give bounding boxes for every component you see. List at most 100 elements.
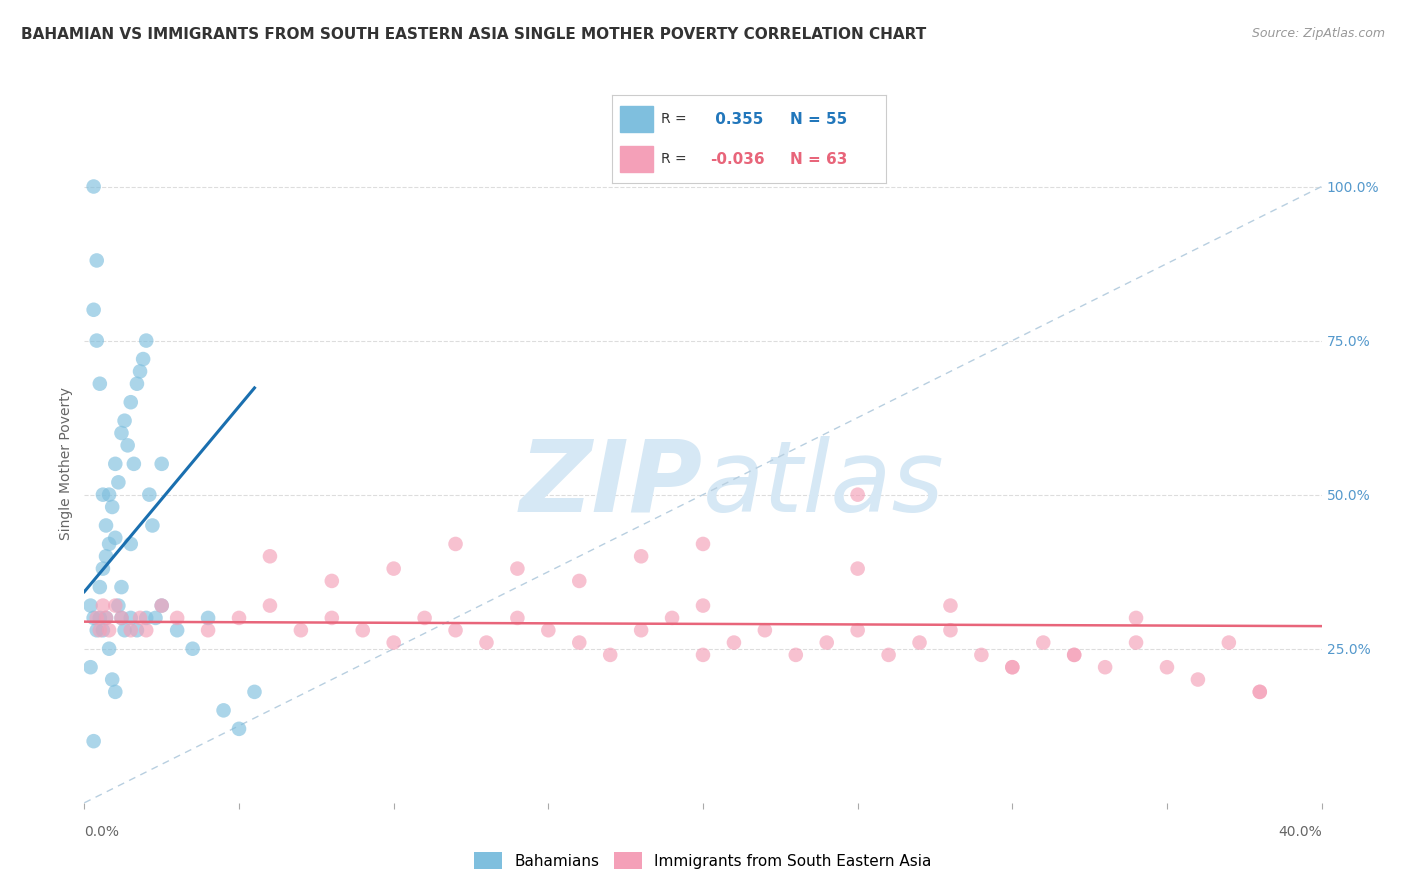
Legend: Bahamians, Immigrants from South Eastern Asia: Bahamians, Immigrants from South Eastern… — [468, 846, 938, 875]
Point — [104, 685, 127, 699]
Point — [939, 599, 962, 613]
Point — [94, 611, 117, 625]
Point — [138, 488, 160, 502]
Text: BAHAMIAN VS IMMIGRANTS FROM SOUTH EASTERN ASIA SINGLE MOTHER POVERTY CORRELATION: BAHAMIAN VS IMMIGRANTS FROM SOUTH EASTER… — [21, 27, 927, 42]
Point — [506, 611, 529, 625]
Point — [110, 580, 132, 594]
Point — [228, 722, 250, 736]
Bar — [620, 146, 652, 172]
Point — [1063, 648, 1085, 662]
Text: atlas: atlas — [703, 435, 945, 533]
Point — [86, 624, 108, 638]
Point — [150, 599, 173, 613]
Point — [166, 624, 188, 638]
Point — [723, 635, 745, 649]
Point — [104, 531, 127, 545]
Point — [135, 624, 157, 638]
Point — [382, 635, 405, 649]
Point — [125, 376, 148, 391]
Point — [117, 438, 139, 452]
Text: Source: ZipAtlas.com: Source: ZipAtlas.com — [1251, 27, 1385, 40]
Point — [444, 624, 467, 638]
Point — [321, 611, 343, 625]
Point — [1125, 611, 1147, 625]
Point — [107, 599, 129, 613]
Point — [1001, 660, 1024, 674]
Point — [1094, 660, 1116, 674]
Point — [86, 334, 108, 348]
Point — [1063, 648, 1085, 662]
Point — [98, 624, 121, 638]
Point — [91, 561, 114, 575]
Point — [630, 549, 652, 564]
Point — [89, 376, 111, 391]
Point — [321, 574, 343, 588]
Point — [135, 611, 157, 625]
Point — [692, 537, 714, 551]
Point — [145, 611, 167, 625]
Point — [89, 611, 111, 625]
Point — [129, 364, 152, 378]
Point — [259, 599, 281, 613]
Point — [568, 635, 591, 649]
Point — [125, 624, 148, 638]
Point — [1001, 660, 1024, 674]
Point — [846, 561, 869, 575]
Y-axis label: Single Mother Poverty: Single Mother Poverty — [59, 387, 73, 541]
Point — [661, 611, 683, 625]
Point — [104, 457, 127, 471]
Point — [1187, 673, 1209, 687]
Point — [91, 599, 114, 613]
Point — [132, 352, 155, 367]
Point — [104, 599, 127, 613]
Point — [91, 488, 114, 502]
Point — [382, 561, 405, 575]
Point — [568, 574, 591, 588]
Text: R =: R = — [661, 153, 686, 166]
Point — [197, 624, 219, 638]
Point — [135, 334, 157, 348]
Point — [692, 648, 714, 662]
Point — [114, 414, 136, 428]
Point — [444, 537, 467, 551]
Point — [970, 648, 993, 662]
Point — [83, 611, 105, 625]
Point — [94, 518, 117, 533]
Point — [83, 302, 105, 317]
Point — [1249, 685, 1271, 699]
Point — [101, 673, 124, 687]
Point — [1032, 635, 1054, 649]
Point — [122, 457, 145, 471]
Point — [413, 611, 436, 625]
Point — [166, 611, 188, 625]
Text: N = 55: N = 55 — [790, 112, 846, 127]
Point — [785, 648, 807, 662]
Point — [129, 611, 152, 625]
Point — [1156, 660, 1178, 674]
Point — [89, 624, 111, 638]
Point — [599, 648, 621, 662]
Point — [754, 624, 776, 638]
Point — [877, 648, 900, 662]
Text: ZIP: ZIP — [520, 435, 703, 533]
Point — [259, 549, 281, 564]
Point — [181, 641, 204, 656]
Point — [141, 518, 163, 533]
Point — [939, 624, 962, 638]
Point — [94, 549, 117, 564]
Point — [79, 660, 101, 674]
Point — [98, 641, 121, 656]
Text: 0.355: 0.355 — [710, 112, 763, 127]
Point — [94, 611, 117, 625]
Text: 40.0%: 40.0% — [1278, 825, 1322, 839]
Point — [212, 703, 235, 717]
Point — [290, 624, 312, 638]
Point — [86, 253, 108, 268]
Point — [352, 624, 374, 638]
Point — [1125, 635, 1147, 649]
Point — [98, 488, 121, 502]
Point — [83, 179, 105, 194]
Point — [120, 624, 142, 638]
Text: 0.0%: 0.0% — [84, 825, 120, 839]
Point — [79, 599, 101, 613]
